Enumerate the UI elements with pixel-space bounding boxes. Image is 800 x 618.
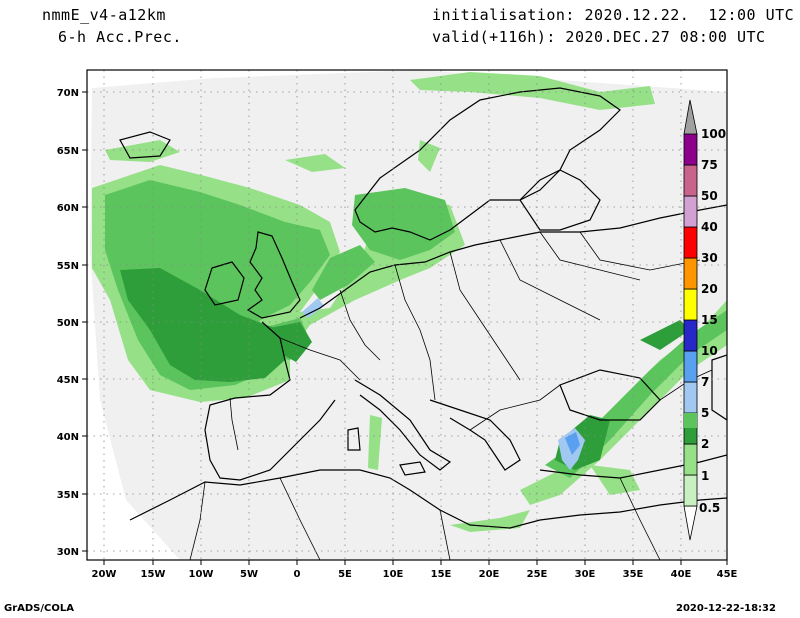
coastlines [119, 87, 727, 529]
model-name: nmmE_v4-a12km [42, 6, 166, 24]
lat-label: 45N [57, 375, 79, 386]
legend-swatch [683, 257, 698, 290]
legend-label: 0.5 [699, 501, 720, 515]
initialisation-time: initialisation: 2020.12.22. 12:00 UTC [432, 6, 795, 24]
lon-label: 15E [431, 569, 452, 580]
legend-cap-top [683, 99, 698, 135]
lon-label: 40E [671, 569, 692, 580]
legend-label: 5 [701, 406, 709, 420]
legend-swatch [683, 381, 698, 414]
legend-swatch [683, 288, 698, 321]
lon-label: 5E [338, 569, 352, 580]
map-frame [86, 69, 728, 561]
legend-label: 7 [701, 375, 709, 389]
lon-label: 25E [527, 569, 548, 580]
lon-label: 45E [717, 569, 738, 580]
legend-swatch [683, 319, 698, 352]
legend-label: 2 [701, 437, 709, 451]
lon-label: 5W [240, 569, 258, 580]
tick-marks [82, 91, 728, 565]
lat-label: 30N [57, 547, 79, 558]
legend-label: 30 [701, 251, 718, 265]
lon-label: 0 [294, 569, 301, 580]
lat-label: 50N [57, 318, 79, 329]
valid-time: valid(+116h): 2020.DEC.27 08:00 UTC [432, 28, 766, 46]
lon-label: 20W [92, 569, 117, 580]
lat-label: 65N [57, 146, 79, 157]
legend-swatch [683, 350, 698, 383]
legend-swatch [683, 474, 698, 507]
legend-label: 1 [701, 469, 709, 483]
lat-label: 70N [57, 88, 79, 99]
footer-timestamp: 2020-12-22-18:32 [676, 603, 776, 614]
lat-label: 55N [57, 261, 79, 272]
legend-label: 15 [701, 313, 718, 327]
legend-label: 10 [701, 344, 718, 358]
lat-label: 35N [57, 490, 79, 501]
legend-label: 100 [701, 127, 726, 141]
color-legend [683, 99, 698, 541]
legend-label: 50 [701, 189, 718, 203]
legend-swatch [683, 226, 698, 259]
lat-label: 60N [57, 203, 79, 214]
legend-labels: 0.5 1 2 5 7 10 15 20 30 40 50 75 100 [699, 127, 726, 515]
lon-label: 20E [479, 569, 500, 580]
legend-swatch [683, 133, 698, 166]
lon-label: 35E [623, 569, 644, 580]
footer-credit: GrADS/COLA [4, 603, 74, 614]
lon-label: 10W [189, 569, 214, 580]
lon-label: 15W [141, 569, 166, 580]
lat-label: 40N [57, 432, 79, 443]
graticule [87, 70, 727, 560]
field-name: 6-h Acc.Prec. [58, 28, 182, 46]
legend-swatch [683, 443, 698, 476]
lon-label: 30E [575, 569, 596, 580]
legend-label: 20 [701, 282, 718, 296]
legend-swatch [683, 195, 698, 228]
legend-label: 75 [701, 158, 718, 172]
lon-label: 10E [383, 569, 404, 580]
precip-blue [302, 298, 585, 470]
legend-label: 40 [701, 220, 718, 234]
legend-swatch [683, 164, 698, 197]
